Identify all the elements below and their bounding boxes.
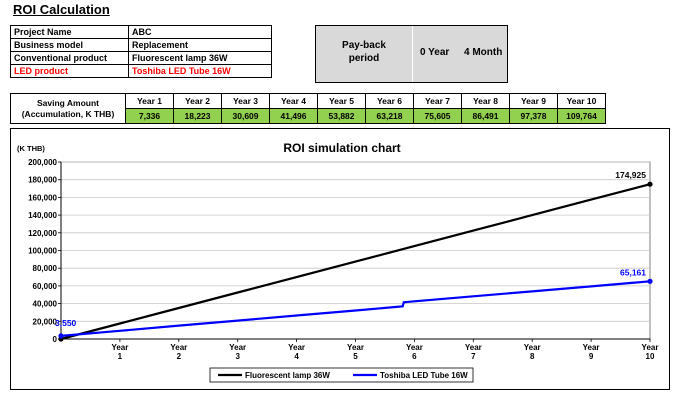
saving-header-line1: Saving Amount (36, 97, 100, 108)
y-tick-label: 120,000 (28, 229, 57, 238)
x-tick-label-number: 10 (646, 352, 655, 361)
led-product-value: Toshiba LED Tube 16W (128, 64, 272, 78)
x-tick-label-word: Year (111, 343, 128, 352)
conventional-product-row: Conventional product Fluorescent lamp 36… (10, 51, 272, 65)
x-tick-label-number: 6 (412, 352, 417, 361)
x-tick-label-number: 7 (471, 352, 476, 361)
saving-value: 30,609 (221, 108, 270, 124)
saving-value: 75,605 (413, 108, 462, 124)
conventional-product-label: Conventional product (10, 51, 129, 65)
roi-chart: ROI simulation chart (K THB) 0 20,000 40,0… (10, 128, 670, 390)
saving-year-header: Year 5 (317, 93, 366, 109)
project-name-label: Project Name (10, 25, 129, 39)
led-product-row: LED product Toshiba LED Tube 16W (10, 64, 272, 78)
x-tick-label-word: Year (170, 343, 187, 352)
project-info-table: Project Name ABC Business model Replacem… (10, 25, 272, 78)
payback-divider (412, 26, 413, 82)
business-model-row: Business model Replacement (10, 38, 272, 52)
legend: Fluorescent lamp 36W Toshiba LED Tube 16W (209, 367, 474, 383)
led-product-label: LED product (10, 64, 129, 78)
saving-value: 86,491 (461, 108, 510, 124)
x-tick-label-word: Year (465, 343, 482, 352)
y-tick-label: 200,000 (28, 158, 57, 167)
project-name-value: ABC (128, 25, 272, 39)
y-tick-label: 40,000 (33, 300, 58, 309)
y-tick-label: 60,000 (33, 282, 58, 291)
saving-value: 53,882 (317, 108, 366, 124)
series-end-label: 65,161 (620, 267, 646, 277)
series-end-point (647, 181, 653, 187)
x-tick-label-word: Year (524, 343, 541, 352)
y-ticks: 0 20,000 40,000 60,000 80,000 100,000 120,000 1… (28, 158, 57, 344)
payback-months: 4 Month (464, 47, 503, 58)
y-axis-unit: (K THB) (17, 144, 45, 153)
x-tick-label-word: Year (642, 343, 659, 352)
x-tick-label-number: 4 (294, 352, 299, 361)
series-line-1 (60, 183, 651, 341)
x-tick-label-number: 9 (589, 352, 594, 361)
saving-year-header: Year 10 (557, 93, 606, 109)
series-end-label: 174,925 (615, 170, 646, 180)
page-title: ROI Calculation (13, 2, 110, 17)
saving-table: Saving Amount (Accumulation, K THB) Year… (10, 93, 606, 124)
saving-year-header: Year 7 (413, 93, 462, 109)
saving-year-header: Year 9 (509, 93, 558, 109)
saving-year-header: Year 8 (461, 93, 510, 109)
series-line-2 (60, 280, 651, 337)
saving-year-header: Year 3 (221, 93, 270, 109)
saving-value: 41,496 (269, 108, 318, 124)
saving-header-line2: (Accumulation, K THB) (21, 108, 115, 119)
x-tick-label-word: Year (229, 343, 246, 352)
payback-box: Pay-back period 0 Year 4 Month (315, 25, 508, 83)
saving-year-header: Year 2 (173, 93, 222, 109)
x-tick-label-word: Year (583, 343, 600, 352)
x-tick-label-number: 2 (177, 352, 182, 361)
saving-value: 97,378 (509, 108, 558, 124)
saving-value: 7,336 (125, 108, 174, 124)
y-tick-label: 100,000 (28, 247, 57, 256)
saving-year-header: Year 6 (365, 93, 414, 109)
series: 174,925 65,161 3,550 (55, 170, 653, 342)
conventional-product-value: Fluorescent lamp 36W (128, 51, 272, 65)
legend-label-1: Fluorescent lamp 36W (245, 371, 330, 380)
series-start-point (58, 333, 64, 339)
payback-years: 0 Year (420, 47, 450, 58)
saving-year-header: Year 4 (269, 93, 318, 109)
payback-label-line1: Pay-back (342, 40, 386, 51)
series-end-point (647, 278, 653, 284)
x-tick-label-number: 1 (118, 352, 123, 361)
project-name-row: Project Name ABC (10, 25, 272, 39)
y-tick-label: 0 (53, 335, 58, 344)
y-tick-label: 20,000 (33, 317, 58, 326)
payback-label-line2: period (348, 53, 380, 64)
legend-label-2: Toshiba LED Tube 16W (380, 371, 468, 380)
y-tick-label: 180,000 (28, 176, 57, 185)
y-tick-label: 160,000 (28, 193, 57, 202)
saving-value: 109,764 (557, 108, 606, 124)
x-tick-label-number: 5 (353, 352, 358, 361)
y-tick-label: 140,000 (28, 211, 57, 220)
saving-value: 18,223 (173, 108, 222, 124)
axes (58, 161, 651, 342)
x-tick-label-word: Year (406, 343, 423, 352)
saving-header: Saving Amount (Accumulation, K THB) (10, 93, 126, 124)
saving-year-header: Year 1 (125, 93, 174, 109)
business-model-value: Replacement (128, 38, 272, 52)
x-ticks: Year1Year2Year3Year4Year5Year6Year7Year8… (111, 343, 658, 361)
chart-title: ROI simulation chart (283, 141, 400, 155)
x-tick-label-number: 8 (530, 352, 535, 361)
grid-lines (60, 161, 651, 340)
x-tick-label-number: 3 (235, 352, 240, 361)
business-model-label: Business model (10, 38, 129, 52)
y-tick-label: 80,000 (33, 264, 58, 273)
payback-label: Pay-back period (316, 39, 412, 65)
x-tick-label-word: Year (347, 343, 364, 352)
legend-box (209, 367, 474, 383)
series-start-label: 3,550 (55, 318, 77, 328)
roi-chart-svg: ROI simulation chart (K THB) 0 20,000 40,0… (17, 141, 658, 383)
saving-value: 63,218 (365, 108, 414, 124)
x-tick-label-word: Year (288, 343, 305, 352)
